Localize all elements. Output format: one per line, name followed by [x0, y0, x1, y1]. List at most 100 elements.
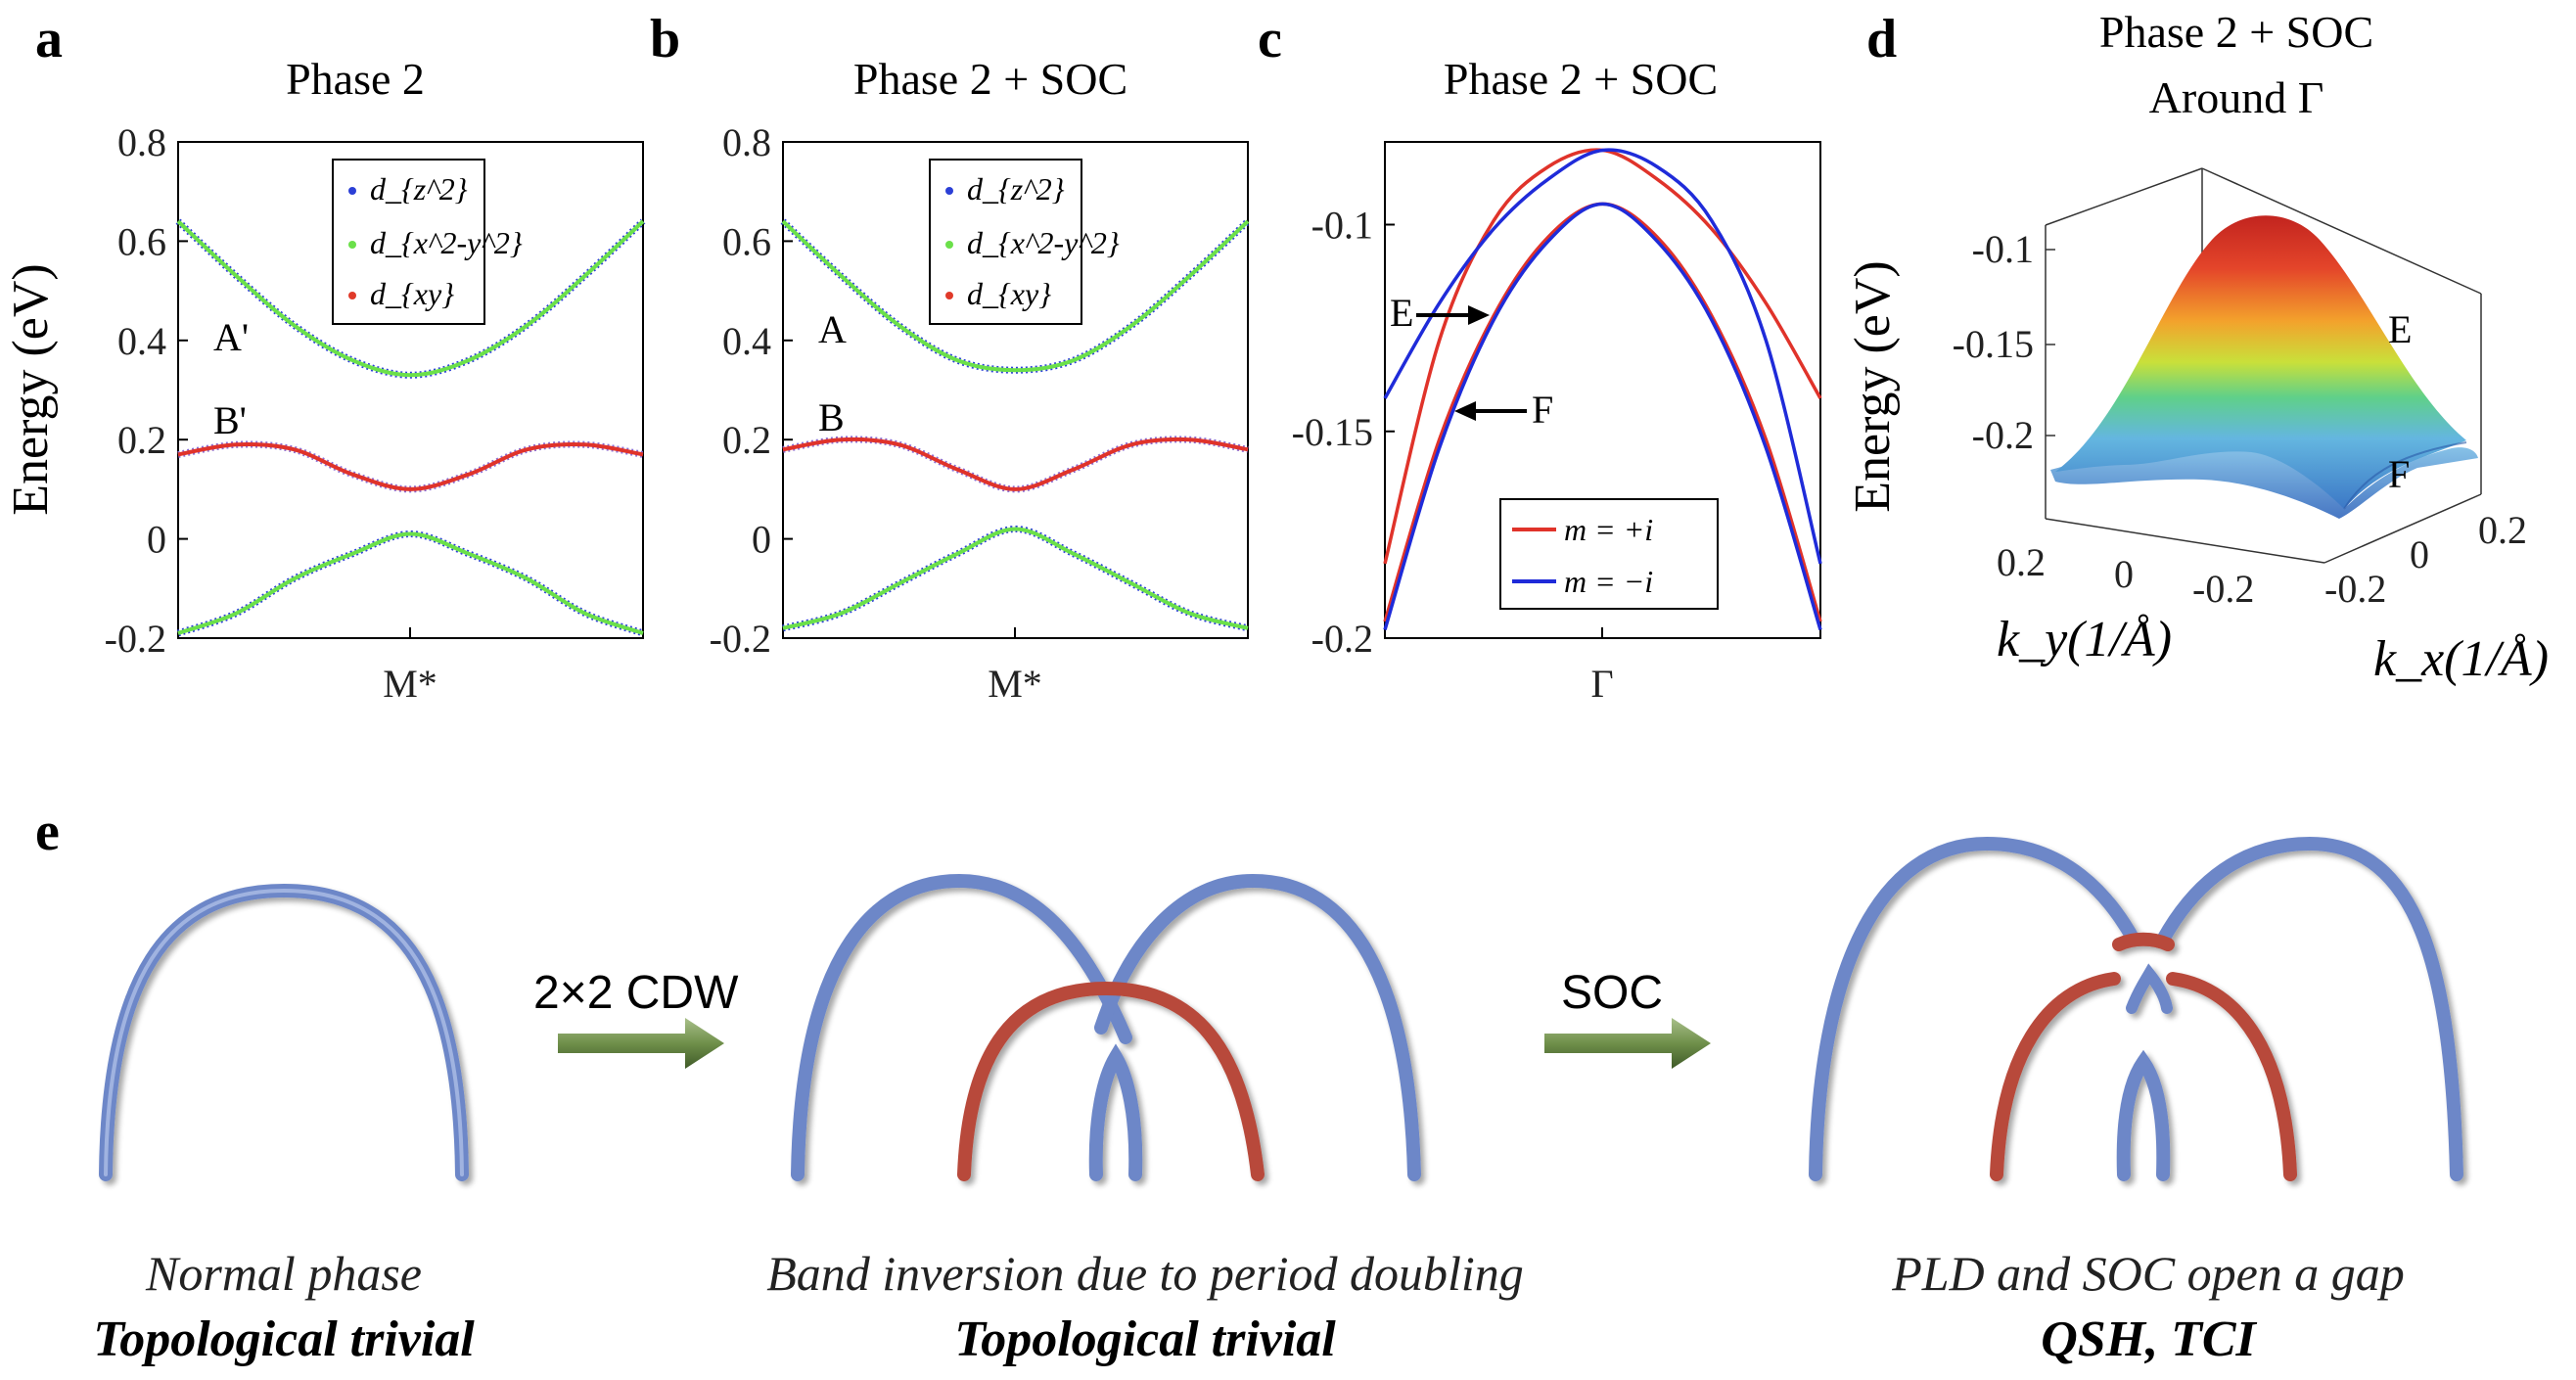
schematic-band-inversion [791, 873, 1421, 1181]
panel-a-band-label-lower: B' [213, 398, 247, 442]
panel-d: d Phase 2 + SOC Around Γ -0.1 -0.15 -0.2… [1845, 7, 2549, 687]
panel-letter-e: e [35, 802, 60, 862]
panel-b-legend: d_{z^2} d_{x^2-y^2} d_{xy} [929, 159, 1120, 325]
arrow2-soc [1544, 1018, 1711, 1069]
schematic2-blue-left [791, 873, 1132, 1181]
schematic3-blue-inner [2116, 1049, 2171, 1181]
panel-a-legend-box [332, 159, 485, 325]
panel-a-ytick-label-3: 0.2 [117, 418, 166, 462]
schematic2-red-band [957, 981, 1265, 1181]
panel-a-band-0 [176, 219, 645, 378]
panel-d-title-line1: Phase 2 + SOC [2099, 7, 2373, 57]
schematic-gap-open [1809, 836, 2463, 1181]
panel-b-ytick-label-0: 0.8 [722, 120, 771, 164]
panel-c-band-3 [1383, 202, 1822, 631]
panel-c-ytick-label-0: -0.1 [1311, 204, 1373, 248]
panel-b-ytick-label-2: 0.4 [722, 319, 771, 363]
panel-a-band-2-outline [176, 530, 645, 637]
legend-b-marker-dz2 [945, 187, 953, 195]
panel-a-bands [175, 218, 646, 637]
panel-c-band-0 [1383, 148, 1822, 565]
arrow1-label: 2×2 CDW [533, 967, 739, 1019]
schematic3-blue-right [2156, 836, 2463, 1181]
panel-a-ytick-label-0: 0.8 [117, 120, 166, 164]
caption1-line1: Normal phase [145, 1246, 422, 1301]
panel-a-band-1 [177, 441, 644, 491]
panel-b-band-2 [782, 527, 1249, 630]
panel-c-legend-box [1499, 498, 1719, 610]
panel-a-ylabel: Energy (eV) [3, 263, 59, 516]
arrow1-cdw [558, 1018, 724, 1069]
caption3-line2: QSH, TCI [2041, 1311, 2257, 1367]
schematic1-blue-band [99, 883, 469, 1181]
panel-c-title: Phase 2 + SOC [1444, 54, 1718, 104]
panel-b-bands [780, 218, 1251, 632]
box-edge-bottom-front [2045, 518, 2325, 564]
legend-marker-dx2y2 [348, 241, 356, 249]
panel-d-label-e: E [2388, 307, 2412, 351]
panel-b-yticks: 0.8 0.6 0.4 0.2 0 -0.2 [710, 120, 793, 661]
legend-b-marker-dxy [945, 292, 953, 299]
legend-dxy: d_{xy} [370, 276, 454, 311]
panel-b-band-0 [781, 219, 1250, 373]
panel-d-label-f: F [2388, 452, 2410, 496]
panel-d-surface-ridge [2343, 441, 2467, 510]
schematic3-blue-peak [2126, 963, 2173, 1014]
kytick-3: -0.2 [2192, 567, 2254, 611]
panel-b-band-label-upper: A [818, 307, 847, 351]
panel-c-band-2 [1383, 148, 1822, 565]
panel-a: a Phase 2 0.8 0.6 0.4 0.2 0 -0.2 M* Energy (e… [3, 9, 646, 706]
panel-d-box [2045, 167, 2482, 564]
panel-letter-c: c [1258, 9, 1282, 69]
panel-c-ytick-label-1: -0.15 [1292, 410, 1373, 454]
panel-b-legend-box [929, 159, 1082, 325]
panel-a-ytick-label-4: 0 [147, 518, 166, 562]
ztick-1: -0.1 [1972, 227, 2034, 271]
legend-c-plus: m = +i [1564, 512, 1653, 547]
panel-c-arrowhead-f [1454, 401, 1476, 421]
schematic-normal-phase [99, 883, 469, 1181]
panel-letter-a: a [35, 9, 63, 69]
legend-b-dx2y2: d_{x^2-y^2} [967, 225, 1120, 260]
ztick-3: -0.2 [1972, 413, 2034, 457]
box-edge-top-left [2045, 167, 2203, 226]
panel-a-band-1-outline [177, 440, 644, 493]
legend-b-dz2: d_{z^2} [967, 171, 1065, 207]
panel-letter-b: b [650, 9, 680, 69]
legend-dx2y2: d_{x^2-y^2} [370, 225, 523, 260]
schematic3-red-right [2166, 972, 2297, 1181]
kxtick-1: -0.2 [2324, 567, 2386, 611]
box-edge-bottom-right [2323, 493, 2482, 564]
schematic2-blue-inner [1088, 1043, 1143, 1181]
panel-d-ky-ticks: 0.2 0 -0.2 [1997, 540, 2254, 611]
arrow2-label: SOC [1561, 967, 1663, 1019]
panel-a-yticks: 0.8 0.6 0.4 0.2 0 -0.2 [105, 120, 188, 661]
schematic3-blue-left [1809, 836, 2140, 1181]
panel-a-band-label-upper: A' [213, 315, 249, 359]
panel-c-label-e: E [1390, 291, 1413, 335]
panel-d-zticks: -0.1 -0.15 -0.2 [1953, 227, 2055, 457]
schematic3-red-left [1990, 972, 2121, 1181]
ztick-2: -0.15 [1953, 322, 2034, 366]
legend-dz2: d_{z^2} [370, 171, 468, 207]
panel-a-ytick-label-1: 0.6 [117, 219, 166, 263]
panel-c: c Phase 2 + SOC -0.1 -0.15 -0.2 Γ E F m = … [1258, 9, 1822, 706]
schematic3-red-cap [2112, 932, 2175, 951]
panel-d-ylabel: Energy (eV) [1845, 260, 1901, 513]
panel-c-yticks: -0.1 -0.15 -0.2 [1292, 204, 1395, 661]
panel-c-bands [1383, 148, 1822, 631]
panel-d-surface-dome [2055, 215, 2466, 509]
panel-c-arrowhead-e [1468, 305, 1490, 325]
panel-c-legend: m = +i m = −i [1499, 498, 1719, 610]
caption1-line2: Topological trivial [93, 1311, 475, 1367]
panel-b-ytick-label-3: 0.2 [722, 418, 771, 462]
panel-a-title: Phase 2 [286, 54, 425, 104]
legend-c-minus: m = −i [1564, 564, 1653, 599]
panel-d-title-line2: Around Γ [2149, 72, 2324, 122]
panel-a-band-2 [177, 531, 644, 635]
panel-a-ytick-label-5: -0.2 [105, 617, 166, 661]
box-edge-top-right [2201, 167, 2482, 295]
legend-marker-dxy [348, 292, 356, 299]
panel-letter-d: d [1866, 9, 1897, 69]
panel-b-xtick-label: M* [988, 662, 1042, 706]
